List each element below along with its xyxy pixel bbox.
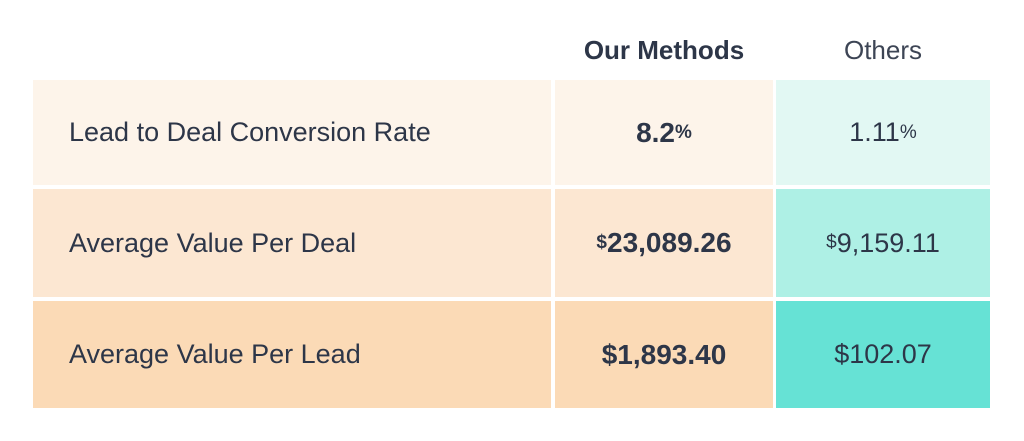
our-value-per-lead: $1,893.40 [555,301,773,408]
row-label-conversion-rate: Lead to Deal Conversion Rate [33,80,551,185]
value: 8.2 [636,116,676,148]
our-conversion-rate: 8.2% [555,80,773,185]
unit: % [675,121,692,143]
unit: % [899,121,917,143]
value: 9,159.11 [836,227,940,258]
currency-symbol: $ [826,232,837,253]
our-value-per-deal: $23,089.26 [555,189,773,297]
value: $1,893.40 [601,338,727,370]
others-conversion-rate: 1.11% [776,80,990,185]
value: $102.07 [834,339,932,369]
row-label-value-per-deal: Average Value Per Deal [33,189,551,297]
row-label-value-per-lead: Average Value Per Lead [33,301,551,408]
others-value-per-deal: $9,159.11 [776,189,990,297]
header-others: Others [843,34,923,65]
value: 1.11 [849,117,900,147]
value: 23,089.26 [607,227,732,258]
currency-symbol: $ [596,232,607,253]
header-our-methods: Our Methods [583,34,745,65]
others-value-per-lead: $102.07 [776,301,990,408]
